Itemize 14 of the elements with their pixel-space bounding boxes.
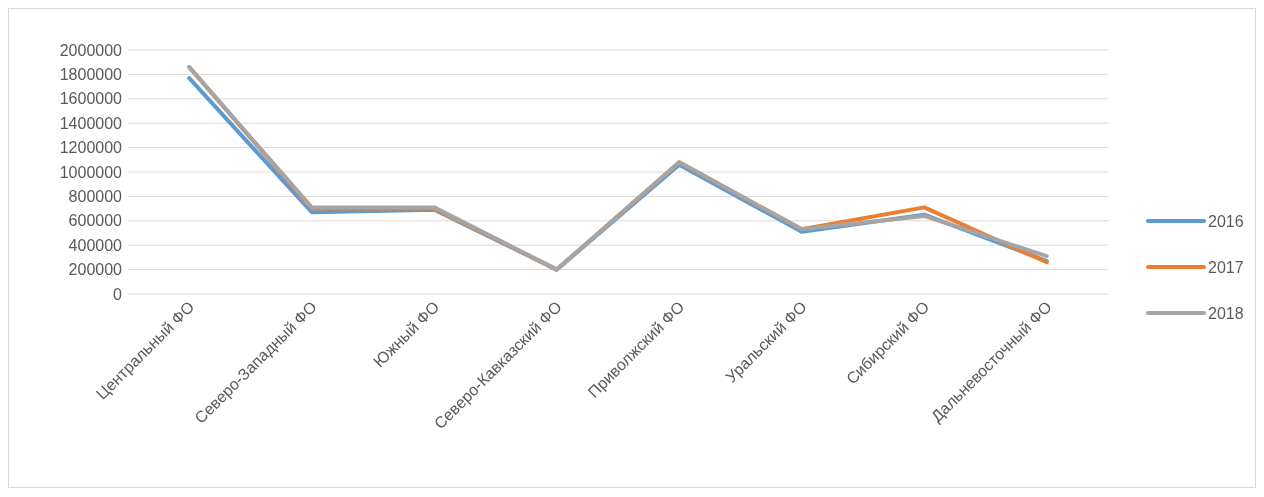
y-tick-label: 0 [113,285,123,303]
y-tick-label: 1800000 [59,66,123,83]
y-tick-label: 400000 [68,236,123,254]
y-tick-label: 800000 [68,188,123,205]
y-tick-label: 1600000 [59,90,123,108]
legend-label: 2016 [1208,212,1244,230]
y-tick-label: 200000 [68,261,123,279]
y-tick-label: 1200000 [59,139,123,157]
legend-label: 2018 [1208,304,1244,322]
y-tick-label: 600000 [68,212,123,230]
legend-label: 2017 [1208,258,1244,276]
y-tick-label: 2000000 [59,41,123,59]
y-tick-label: 1400000 [59,114,123,132]
y-tick-label: 1000000 [59,163,123,181]
